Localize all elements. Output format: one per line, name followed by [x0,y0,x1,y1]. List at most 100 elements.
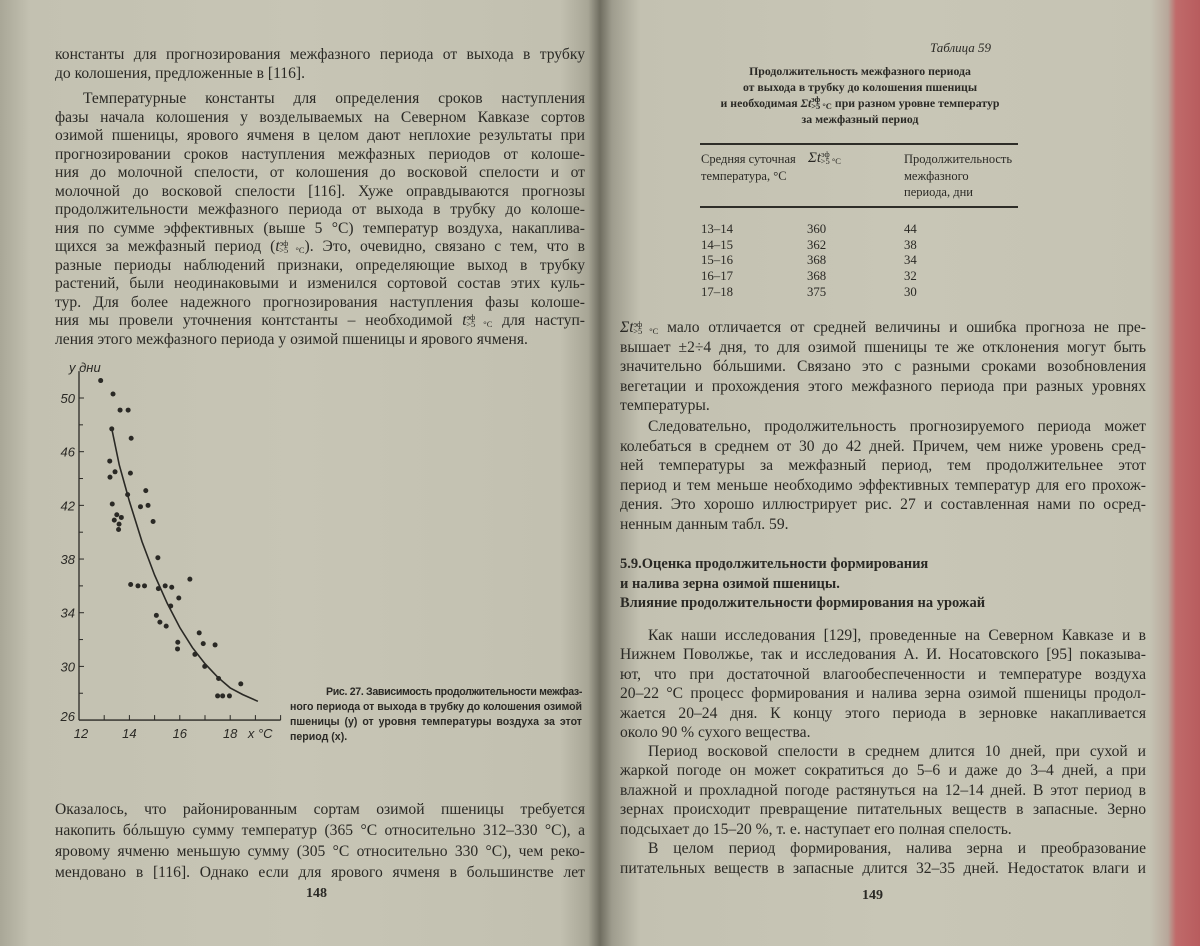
right-page: Таблица 59 Продолжительность межфазного п… [600,0,1200,946]
data-point [212,642,218,648]
text-segment: Продолжительность межфазного периода [749,64,971,78]
text-line: ней температуры за межфазный период, тем… [620,457,1146,475]
data-point [175,639,181,645]
caption-line: ного периода от выхода в трубку до колош… [290,701,582,713]
text-line: колебаться в среднем от 30 до 42 дней. П… [620,437,1146,455]
x-tick-label: 12 [74,726,89,741]
text-line: ют, что при достаточной влагообеспеченно… [620,665,1146,683]
y-tick-label: 30 [61,659,76,674]
data-point [215,693,221,699]
y-tick-label: 50 [61,391,76,406]
table-cell: 375 [807,284,827,299]
column-header-duration: межфазного [904,168,969,183]
data-point [220,693,226,699]
data-point [162,583,168,589]
data-point [125,407,131,413]
data-point [128,582,134,588]
caption-line: период (x). [290,731,348,743]
table-cell: 368 [807,253,827,268]
data-point [163,623,169,629]
data-point [153,612,159,618]
text-line: влажной и прохладной погоде растянуться … [620,781,1146,799]
table-cell: 17–18 [701,284,733,299]
data-point [155,555,161,561]
text-line: Нижнем Поволжье, так и исследования А. И… [620,646,1146,664]
table-cell: 360 [807,222,827,236]
data-point [109,501,115,507]
data-point [118,514,124,520]
data-point [238,681,244,687]
data-point [187,576,193,582]
text-line: мендовано в [116]. Однако если для ярово… [55,864,585,881]
formula: Σtэф>5 °C [808,150,841,166]
column-header-temperature: температура, °С [701,168,787,183]
data-point [155,586,161,592]
formula: Σtэф>5 °C [800,96,832,111]
text-line: Как наши исследования [129], проведенные… [648,627,1146,644]
data-point [107,458,113,464]
data-point [98,378,104,384]
data-point [143,488,149,494]
formula: tэф>5 °C [462,312,492,329]
formula-base: t [462,312,467,329]
table-cell: 14–15 [701,237,733,252]
caption-line: Рис. 27. Зависимость продолжительности м… [326,686,583,698]
formula: Σtэф>5 °C [620,319,658,336]
data-point [142,583,148,589]
data-point [114,512,120,518]
text-line: прогнозировании сроков наступления межфа… [55,145,585,163]
table-title-line: от выхода в трубку до колошения пшеницы [640,80,1080,94]
data-point [192,651,198,657]
data-point [107,474,113,480]
x-tick-label: 18 [223,726,238,741]
formula-superscript: эф [466,313,476,322]
formula-superscript: эф [633,320,643,329]
text-line: тур. Для более надежного прогнозирования… [55,293,585,311]
text-line: период и тем меньше необходимо эффективн… [620,476,1146,494]
text-segment: мало отличается от средней величины и ош… [658,319,1147,336]
x-tick-label: 14 [122,726,136,741]
column-header-temperature: Средняя суточная [701,152,796,166]
text-line: жается 20–24 дня. К концу этого периода … [620,704,1146,722]
data-point [169,584,175,590]
section-heading: и налива зерна озимой пшеницы. [620,575,840,592]
data-point [116,521,122,527]
data-point [127,470,133,476]
data-point [110,391,116,397]
section-heading: Влияние продолжительности формирования н… [620,595,986,611]
formula-subscript: >5 °C [820,156,841,166]
text-line: ления этого межфазного периода у озимой … [55,330,528,348]
column-header-duration: Продолжительность [904,152,1013,166]
column-header-duration: периода, дни [904,185,973,199]
table-cell: 16–17 [701,269,733,284]
text-line: разные периоды наблюдений признаки, опре… [55,256,585,274]
data-point [200,641,206,647]
y-tick-label: 34 [61,606,75,621]
formula-base: Σt [800,96,812,110]
table-cell: 32 [904,269,917,284]
text-line: Период восковой спелости в среднем длитс… [648,743,1146,760]
text-line: питательных веществ в запасные длится 32… [620,859,1146,877]
data-point [168,603,174,609]
text-segment: от выхода в трубку до колошения пшеницы [742,80,978,94]
formula-base: Σt [808,150,822,166]
table-title-line: и необходимая Σtэф>5 °C при разном уровн… [640,96,1080,111]
x-axis-label: x °C [247,726,273,741]
text-line: ненным данным табл. 59. [620,516,789,533]
formula: tэф>5 °C [275,238,304,255]
text-line: 20–22 °С процесс формирования и налива з… [620,685,1146,703]
data-point [196,630,202,636]
text-line: Температурные константы для определения … [83,90,585,107]
data-point [128,435,134,441]
table-59: Таблица 59 Продолжительность межфазного п… [600,0,1200,320]
text-line: молочной до восковой спелости [116]. Хуж… [55,182,585,200]
text-line: константы для прогнозирования межфазного… [55,46,585,63]
table-header-rule [700,206,1018,208]
text-line: щихся за межфазный период (tэф>5 °C). Эт… [55,238,585,256]
text-line: зернах происходит превращение питательны… [620,801,1146,819]
text-line: Σtэф>5 °C мало отличается от средней вел… [620,319,1146,337]
text-segment: щихся за межфазный период ( [55,238,276,255]
text-line: ния по сумме эффективных (выше 5 °С) тем… [55,219,585,237]
data-point [202,663,208,669]
x-tick-label: 16 [173,726,188,741]
